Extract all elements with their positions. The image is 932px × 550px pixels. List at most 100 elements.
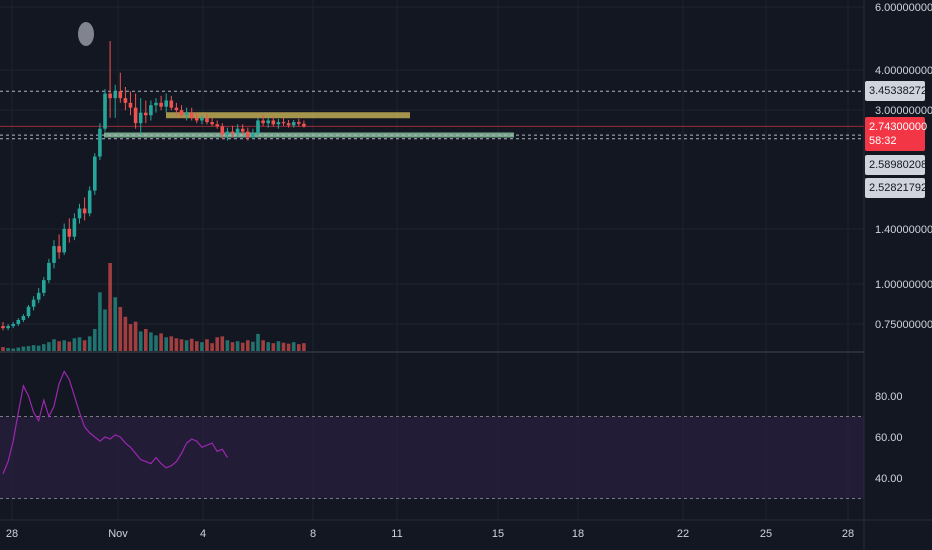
candle-body	[281, 122, 286, 124]
time-tick-label: 11	[391, 528, 402, 540]
candle-body	[16, 319, 21, 324]
candle-body	[87, 190, 92, 214]
volume-bar	[77, 337, 82, 351]
candle-body	[220, 126, 225, 135]
volume-bar	[276, 341, 281, 351]
volume-bar	[286, 343, 291, 351]
volume-bar	[210, 343, 214, 351]
volume-bar	[215, 337, 219, 351]
volume-bar	[87, 336, 92, 351]
current-price-value: 2.74300000	[869, 121, 928, 133]
price-tick-label: 1.00000000	[875, 279, 932, 291]
candle-body	[200, 117, 204, 121]
candle-body	[93, 156, 97, 191]
volume-bar	[52, 339, 56, 351]
candle-body	[98, 128, 102, 157]
volume-bar	[62, 340, 66, 351]
candle-body	[291, 122, 296, 126]
candle-body	[47, 262, 51, 281]
candle-body	[225, 131, 230, 135]
bar-countdown: 58:32	[869, 135, 897, 147]
volume-bar	[26, 346, 31, 351]
time-tick-label: 28	[842, 528, 854, 540]
volume-bar	[93, 329, 97, 351]
candle-body	[169, 100, 174, 108]
volume-bar	[72, 338, 77, 351]
price-tick-label: 1.40000000	[875, 224, 932, 236]
marker-ellipse[interactable]	[78, 22, 94, 46]
candle-body	[297, 122, 301, 124]
volume-bar	[144, 329, 148, 351]
time-axis[interactable]: 28 Nov 4 8 11 15 18 22 25 28	[6, 528, 854, 540]
volume-bar	[251, 341, 255, 351]
volume-bar	[21, 346, 26, 351]
candle-body	[174, 107, 179, 111]
candle-body	[159, 102, 163, 107]
volume-bar	[174, 338, 179, 351]
candle-body	[266, 120, 270, 124]
candle-body	[256, 120, 260, 134]
candle-body	[271, 120, 276, 125]
volume-bar	[123, 316, 128, 351]
volume-bar	[297, 344, 301, 351]
candle-body	[36, 292, 41, 300]
volume-bar	[42, 344, 46, 351]
time-tick-label: Nov	[108, 528, 128, 540]
level-tag-3-45: 3.45338272	[865, 81, 927, 101]
time-tick-label: 28	[6, 528, 18, 540]
time-tick-label: 4	[200, 528, 206, 540]
price-tick-label: 3.00000000	[875, 105, 932, 117]
candle-body	[42, 280, 46, 293]
candle-body	[113, 91, 117, 99]
volume-bar	[82, 340, 87, 351]
candle-body	[251, 133, 255, 138]
candle-body	[72, 218, 77, 237]
time-tick-label: 18	[572, 528, 584, 540]
candle-body	[189, 112, 194, 118]
volume-bar	[184, 340, 189, 351]
rsi-axis[interactable]: 80.00 60.00 40.00	[875, 391, 903, 485]
volume-bar	[154, 335, 158, 351]
time-tick-label: 8	[310, 528, 316, 540]
volume-bar	[31, 345, 36, 351]
time-tick-label: 25	[760, 528, 772, 540]
candle-body	[205, 117, 209, 123]
candle-body	[118, 91, 123, 99]
candle-body	[179, 110, 184, 116]
volume-bar	[225, 340, 230, 351]
candle-body	[31, 299, 36, 307]
volume-bar	[103, 309, 107, 351]
candle-body	[154, 102, 158, 106]
volume-bar	[179, 339, 184, 351]
candle-body	[240, 128, 245, 132]
candle-body	[235, 128, 240, 134]
price-levels	[0, 90, 864, 140]
rsi-tick-label: 80.00	[875, 391, 903, 403]
level-tag-2-53: 2.52821792	[865, 178, 927, 198]
volume-bar	[133, 321, 138, 351]
volume-bar	[57, 341, 61, 351]
candle-body	[138, 112, 143, 124]
candle-body	[261, 120, 265, 124]
volume-bar	[220, 336, 225, 351]
candle-body	[210, 122, 214, 125]
volume-bar	[256, 333, 260, 351]
volume-bar	[230, 342, 235, 351]
volume-bar	[98, 292, 102, 351]
candle-body	[144, 112, 148, 116]
price-tick-label: 4.00000000	[875, 65, 932, 77]
candle-body	[184, 112, 189, 116]
candle-body	[1, 326, 5, 329]
price-axis[interactable]: 6.00000000 4.00000000 3.00000000 1.40000000…	[875, 2, 932, 331]
volume-bars	[1, 263, 306, 351]
candle-body	[57, 246, 61, 253]
volume-bar	[6, 348, 10, 351]
volume-bar	[16, 347, 21, 351]
volume-bar	[128, 324, 133, 351]
volume-bar	[149, 332, 153, 351]
volume-bar	[205, 339, 209, 351]
candlestick-series	[1, 41, 306, 331]
candle-body	[215, 124, 219, 127]
volume-bar	[11, 348, 15, 351]
